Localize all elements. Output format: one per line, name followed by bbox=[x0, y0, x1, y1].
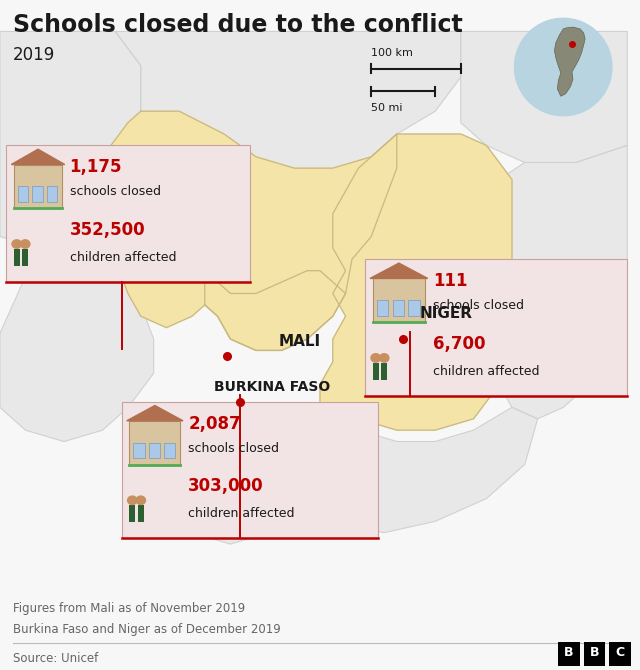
Polygon shape bbox=[179, 442, 294, 544]
Polygon shape bbox=[370, 263, 428, 279]
FancyBboxPatch shape bbox=[392, 300, 404, 316]
Text: 50 mi: 50 mi bbox=[371, 103, 403, 113]
Polygon shape bbox=[320, 134, 512, 430]
FancyBboxPatch shape bbox=[32, 186, 43, 202]
FancyBboxPatch shape bbox=[609, 642, 631, 666]
Polygon shape bbox=[486, 145, 627, 419]
Polygon shape bbox=[0, 31, 141, 248]
Circle shape bbox=[136, 496, 145, 505]
Text: 1,175: 1,175 bbox=[70, 158, 122, 176]
Circle shape bbox=[20, 240, 30, 248]
FancyBboxPatch shape bbox=[381, 363, 387, 380]
Text: schools closed: schools closed bbox=[433, 299, 524, 312]
Polygon shape bbox=[461, 31, 627, 163]
Polygon shape bbox=[127, 405, 183, 421]
Text: Source: Unicef: Source: Unicef bbox=[13, 653, 98, 665]
FancyBboxPatch shape bbox=[372, 279, 425, 322]
Text: 352,500: 352,500 bbox=[70, 221, 145, 239]
Polygon shape bbox=[205, 271, 346, 350]
Text: Burkina Faso and Niger as of December 2019: Burkina Faso and Niger as of December 20… bbox=[13, 623, 280, 636]
FancyBboxPatch shape bbox=[377, 300, 388, 316]
Text: 6,700: 6,700 bbox=[433, 335, 486, 353]
FancyBboxPatch shape bbox=[6, 145, 250, 282]
Text: B: B bbox=[564, 646, 573, 659]
Text: NIGER: NIGER bbox=[419, 306, 472, 321]
FancyBboxPatch shape bbox=[13, 249, 20, 266]
Text: B: B bbox=[590, 646, 599, 659]
FancyBboxPatch shape bbox=[129, 505, 136, 522]
Text: children affected: children affected bbox=[433, 365, 540, 378]
Text: schools closed: schools closed bbox=[188, 442, 279, 455]
FancyBboxPatch shape bbox=[408, 300, 420, 316]
Text: MALI: MALI bbox=[278, 334, 321, 349]
FancyBboxPatch shape bbox=[372, 363, 379, 380]
Text: C: C bbox=[616, 646, 625, 659]
FancyBboxPatch shape bbox=[129, 421, 180, 464]
Text: 100 km: 100 km bbox=[371, 48, 413, 58]
FancyBboxPatch shape bbox=[133, 443, 145, 458]
FancyBboxPatch shape bbox=[47, 186, 58, 202]
Polygon shape bbox=[115, 31, 461, 168]
FancyBboxPatch shape bbox=[138, 505, 144, 522]
FancyBboxPatch shape bbox=[122, 402, 378, 539]
Polygon shape bbox=[282, 407, 538, 533]
Circle shape bbox=[371, 354, 380, 362]
Text: Schools closed due to the conflict: Schools closed due to the conflict bbox=[13, 13, 463, 38]
Polygon shape bbox=[554, 27, 585, 96]
FancyBboxPatch shape bbox=[17, 186, 28, 202]
Circle shape bbox=[127, 496, 137, 505]
Circle shape bbox=[380, 354, 389, 362]
Text: 303,000: 303,000 bbox=[188, 478, 264, 495]
Text: BURKINA FASO: BURKINA FASO bbox=[214, 381, 331, 395]
Text: children affected: children affected bbox=[188, 507, 294, 520]
Text: children affected: children affected bbox=[70, 251, 176, 264]
FancyBboxPatch shape bbox=[148, 443, 160, 458]
FancyBboxPatch shape bbox=[365, 259, 627, 396]
FancyBboxPatch shape bbox=[164, 443, 175, 458]
FancyBboxPatch shape bbox=[13, 165, 62, 208]
Circle shape bbox=[12, 240, 22, 248]
Polygon shape bbox=[0, 237, 154, 442]
FancyBboxPatch shape bbox=[584, 642, 605, 666]
Polygon shape bbox=[102, 111, 397, 350]
Text: schools closed: schools closed bbox=[70, 186, 161, 198]
Text: 111: 111 bbox=[433, 272, 468, 290]
Polygon shape bbox=[12, 149, 65, 165]
FancyBboxPatch shape bbox=[22, 249, 28, 266]
Text: Figures from Mali as of November 2019: Figures from Mali as of November 2019 bbox=[13, 602, 245, 614]
FancyBboxPatch shape bbox=[558, 642, 580, 666]
Text: 2019: 2019 bbox=[13, 46, 55, 64]
Text: 2,087: 2,087 bbox=[188, 415, 241, 433]
Circle shape bbox=[515, 18, 612, 116]
